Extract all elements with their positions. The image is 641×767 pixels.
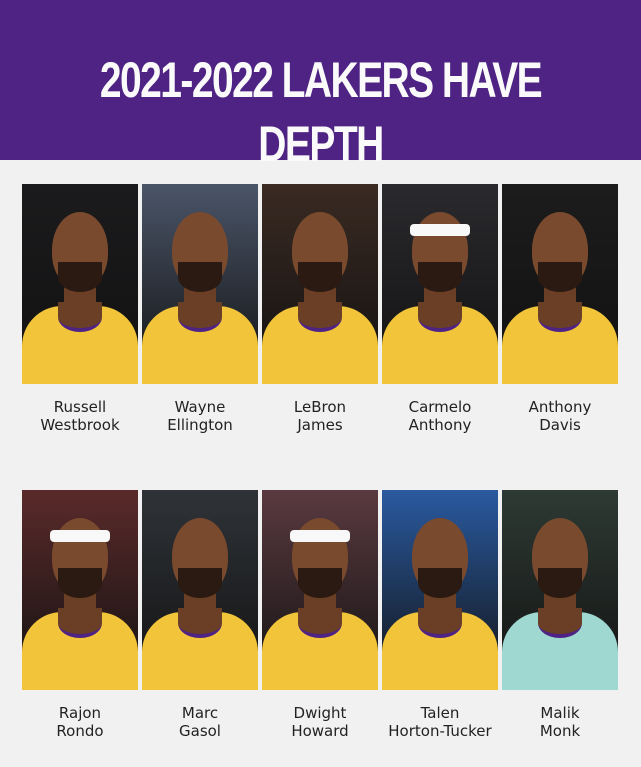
player-name: Malik Monk bbox=[490, 704, 630, 740]
player-card: Carmelo Anthony bbox=[382, 184, 498, 434]
player-card: Dwight Howard bbox=[262, 490, 378, 740]
player-name: Carmelo Anthony bbox=[370, 398, 510, 434]
player-last-name: Anthony bbox=[408, 416, 472, 434]
player-name: Russell Westbrook bbox=[10, 398, 150, 434]
player-name: Marc Gasol bbox=[130, 704, 270, 740]
player-last-name: Davis bbox=[539, 416, 581, 434]
player-last-name: Westbrook bbox=[40, 416, 120, 434]
player-first-name: Rajon bbox=[58, 704, 102, 722]
player-card: Malik Monk bbox=[502, 490, 618, 740]
player-photo bbox=[502, 184, 618, 384]
player-name: Rajon Rondo bbox=[10, 704, 150, 740]
player-name: Wayne Ellington bbox=[130, 398, 270, 434]
player-first-name: Anthony bbox=[528, 398, 592, 416]
player-last-name: Gasol bbox=[179, 722, 221, 740]
player-last-name: Rondo bbox=[56, 722, 104, 740]
player-first-name: Talen bbox=[420, 704, 460, 722]
player-name: Anthony Davis bbox=[490, 398, 630, 434]
player-card: Anthony Davis bbox=[502, 184, 618, 434]
player-last-name: Ellington bbox=[167, 416, 233, 434]
player-photo bbox=[22, 490, 138, 690]
player-last-name: James bbox=[297, 416, 343, 434]
player-photo bbox=[382, 184, 498, 384]
player-name: LeBron James bbox=[250, 398, 390, 434]
player-first-name: Malik bbox=[540, 704, 580, 722]
player-photo bbox=[382, 490, 498, 690]
player-photo bbox=[262, 490, 378, 690]
player-first-name: Marc bbox=[181, 704, 219, 722]
player-last-name: Horton-Tucker bbox=[388, 722, 492, 740]
player-photo bbox=[22, 184, 138, 384]
player-photo bbox=[142, 490, 258, 690]
player-card: Talen Horton-Tucker bbox=[382, 490, 498, 740]
player-name: Talen Horton-Tucker bbox=[370, 704, 510, 740]
player-card: Rajon Rondo bbox=[22, 490, 138, 740]
player-photo bbox=[262, 184, 378, 384]
player-first-name: Russell bbox=[53, 398, 107, 416]
player-card: Marc Gasol bbox=[142, 490, 258, 740]
player-last-name: Monk bbox=[539, 722, 581, 740]
header-banner: 2021-2022 LAKERS HAVE DEPTH bbox=[0, 0, 641, 172]
player-first-name: Carmelo bbox=[408, 398, 472, 416]
player-last-name: Howard bbox=[291, 722, 349, 740]
player-card: Russell Westbrook bbox=[22, 184, 138, 434]
player-first-name: Dwight bbox=[293, 704, 347, 722]
page-title: 2021-2022 LAKERS HAVE DEPTH bbox=[99, 52, 543, 172]
player-first-name: Wayne bbox=[174, 398, 226, 416]
player-card: LeBron James bbox=[262, 184, 378, 434]
player-photo bbox=[142, 184, 258, 384]
player-card: Wayne Ellington bbox=[142, 184, 258, 434]
player-photo bbox=[502, 490, 618, 690]
player-name: Dwight Howard bbox=[250, 704, 390, 740]
player-first-name: LeBron bbox=[293, 398, 347, 416]
